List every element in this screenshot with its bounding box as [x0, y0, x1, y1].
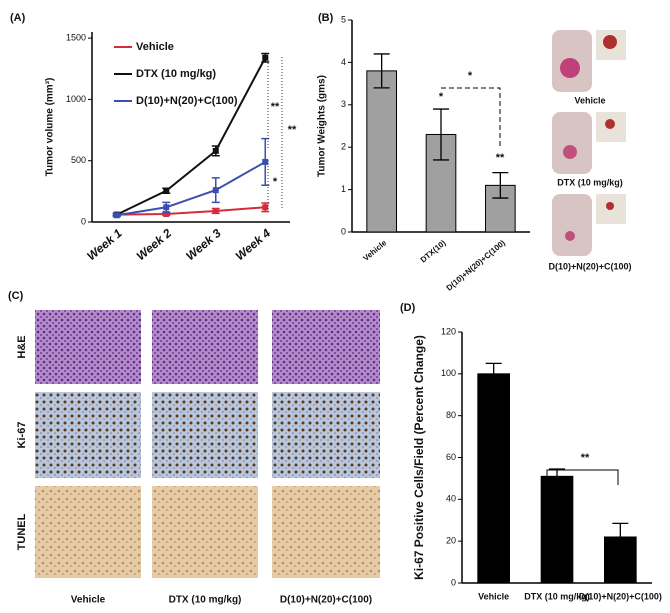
annotation: * [439, 91, 444, 103]
mouse-photo [552, 194, 592, 256]
annotation: ** [496, 152, 505, 164]
data-point [212, 147, 219, 154]
bar [366, 70, 398, 233]
x-tick-label: Week 4 [233, 226, 274, 263]
data-line [116, 206, 266, 216]
mouse-photos [552, 30, 626, 256]
error-bar [549, 468, 565, 485]
y-axis-label: Tumor volume (mm³) [45, 78, 56, 177]
histology-images [35, 310, 380, 578]
x-tick-label: Week 3 [183, 226, 224, 263]
histology-image [272, 392, 380, 478]
y-tick-label: 500 [71, 155, 86, 165]
x-tick-label: Vehicle [361, 238, 388, 263]
x-tick-label: DTX(10) [419, 238, 448, 265]
row-label: TUNEL [16, 513, 28, 550]
data-point [113, 212, 120, 219]
tumor [563, 145, 577, 159]
histology-image [35, 486, 141, 578]
histology-image [152, 392, 258, 478]
histology-image [272, 486, 380, 578]
histology-image [35, 310, 141, 384]
tumor [565, 231, 575, 241]
y-tick-label: 3 [341, 99, 346, 109]
y-tick-label: 80 [446, 410, 456, 420]
y-tick-label: 1500 [66, 33, 86, 43]
annotation: ** [581, 452, 590, 464]
y-tick-label: 5 [341, 14, 346, 24]
y-tick-label: 20 [446, 536, 456, 546]
error-bar [492, 171, 509, 199]
legend-label: DTX (10 mg/kg) [136, 68, 216, 80]
panel-label: (A) [10, 12, 26, 24]
y-tick-label: 4 [341, 57, 346, 67]
error-bar [485, 362, 502, 385]
error-bar [433, 108, 449, 161]
bar [477, 373, 511, 584]
error-bar [373, 53, 390, 89]
legend-label: D(10)+N(20)+C(100) [136, 95, 238, 107]
column-label: D(10)+N(20)+C(100) [280, 595, 372, 606]
row-label: Ki-67 [16, 422, 28, 449]
column-label: DTX (10 mg/kg) [169, 595, 242, 606]
mouse-photo [552, 112, 592, 174]
y-tick-label: 0 [81, 216, 86, 226]
x-tick-label: Week 1 [84, 226, 125, 263]
y-tick-label: 0 [341, 226, 346, 236]
data-point [163, 187, 170, 194]
significance-line [267, 57, 283, 210]
x-tick-label: D(10)+N(20)+C(100) [579, 591, 662, 601]
tumor [603, 35, 617, 49]
data-point [163, 211, 170, 218]
x-tick-label: Vehicle [478, 591, 509, 601]
data-point [262, 204, 269, 211]
annotation: ** [271, 101, 280, 113]
x-tick-label: D(10)+N(20)+C(100) [445, 238, 508, 293]
histology-image [35, 392, 141, 478]
legend-label: Vehicle [136, 41, 174, 53]
annotation: ** [288, 124, 297, 136]
data-point [262, 54, 269, 61]
data-line [116, 161, 266, 217]
y-tick-label: 2 [341, 142, 346, 152]
photo-label: DTX (10 mg/kg) [557, 177, 623, 187]
histology-image [272, 310, 380, 384]
y-tick-label: 100 [441, 368, 456, 378]
photo-label: Vehicle [574, 95, 605, 105]
error-bar [612, 522, 629, 552]
column-label: Vehicle [71, 595, 106, 606]
histology-image [152, 310, 258, 384]
y-tick-label: 1000 [66, 94, 86, 104]
y-tick-label: 0 [451, 577, 456, 587]
significance-bracket [441, 87, 501, 148]
data-line [116, 57, 267, 216]
y-tick-label: 40 [446, 494, 456, 504]
tumor [606, 202, 614, 210]
data-point [262, 158, 269, 165]
photo-label: D(10)+N(20)+C(100) [548, 261, 631, 271]
panel-label: (B) [318, 12, 334, 24]
y-axis-label: Tumor Weights (gms) [317, 75, 328, 177]
significance-bracket [546, 469, 619, 485]
y-tick-label: 1 [341, 184, 346, 194]
tumor [560, 58, 580, 78]
histology-image [152, 486, 258, 578]
y-tick-label: 120 [441, 326, 456, 336]
annotation: * [468, 70, 473, 82]
data-point [212, 207, 219, 214]
tumor [605, 119, 615, 129]
x-tick-label: Week 2 [134, 226, 175, 263]
data-point [163, 204, 170, 211]
annotation: * [273, 176, 278, 188]
x-tick-label: DTX (10 mg/kg) [524, 591, 590, 601]
y-axis-label: Ki-67 Positive Cells/Field (Percent Chan… [412, 335, 426, 580]
row-label: H&E [16, 335, 28, 358]
data-point [212, 187, 219, 194]
panel-label: (D) [400, 302, 416, 314]
bar [540, 475, 574, 584]
y-tick-label: 60 [446, 452, 456, 462]
panel-label: (C) [8, 290, 24, 302]
